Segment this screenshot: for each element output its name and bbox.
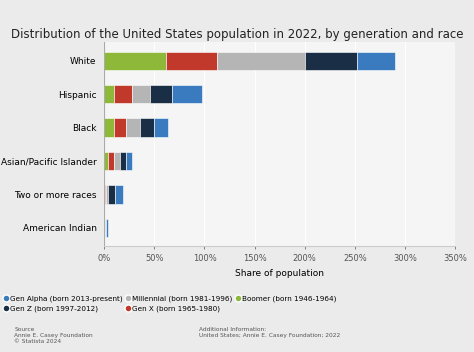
Bar bbox=[127, 152, 132, 170]
Bar bbox=[104, 152, 108, 170]
Bar bbox=[305, 51, 357, 70]
Bar bbox=[114, 85, 132, 103]
Bar bbox=[106, 219, 108, 237]
Bar bbox=[115, 185, 123, 204]
Bar bbox=[127, 118, 140, 137]
Bar bbox=[108, 185, 115, 204]
Bar bbox=[140, 118, 155, 137]
Bar bbox=[217, 51, 305, 70]
Bar bbox=[114, 118, 127, 137]
X-axis label: Share of population: Share of population bbox=[235, 269, 324, 278]
Bar bbox=[120, 152, 127, 170]
Bar bbox=[104, 51, 166, 70]
Bar bbox=[104, 185, 105, 204]
Bar bbox=[166, 51, 217, 70]
Text: Distribution of the United States population in 2022, by generation and race: Distribution of the United States popula… bbox=[11, 28, 463, 41]
Bar bbox=[173, 85, 202, 103]
Bar bbox=[150, 85, 173, 103]
Bar bbox=[155, 118, 168, 137]
Bar bbox=[105, 219, 106, 237]
Bar bbox=[104, 85, 114, 103]
Text: Source
Annie E. Casey Foundation
© Statista 2024: Source Annie E. Casey Foundation © Stati… bbox=[14, 327, 93, 344]
Bar bbox=[114, 152, 120, 170]
Bar bbox=[104, 118, 114, 137]
Text: Additional Information:
United States; Annie E. Casey Foundation; 2022: Additional Information: United States; A… bbox=[199, 327, 340, 338]
Bar bbox=[132, 85, 150, 103]
Bar bbox=[106, 185, 108, 204]
Bar bbox=[105, 185, 106, 204]
Bar bbox=[108, 152, 114, 170]
Bar bbox=[357, 51, 395, 70]
Legend: Gen Alpha (born 2013-present), Gen Z (born 1997-2012), Millennial (born 1981-199: Gen Alpha (born 2013-present), Gen Z (bo… bbox=[4, 295, 336, 312]
